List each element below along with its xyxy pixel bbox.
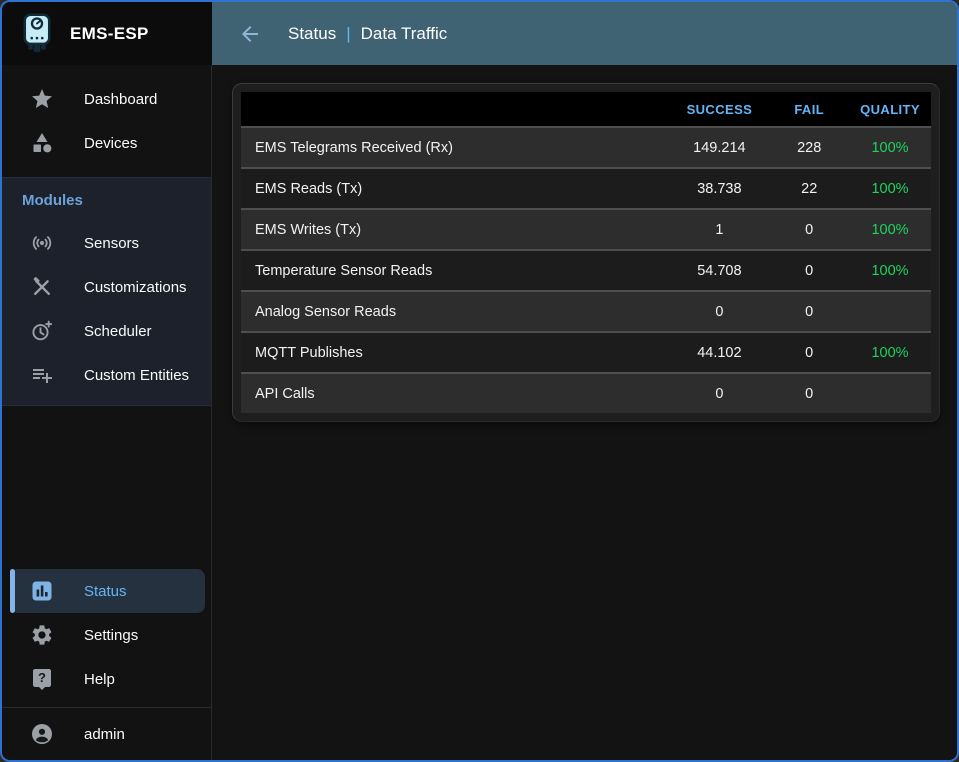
quality-value: 100%	[871, 180, 909, 197]
column-header-name	[241, 92, 670, 127]
fail-value: 228	[797, 139, 822, 156]
table-row: Temperature Sensor Reads 54.708 0 100%	[241, 250, 931, 291]
column-header-fail: FAIL	[769, 92, 850, 127]
fail-value: 0	[805, 344, 814, 361]
column-header-quality: QUALITY	[849, 92, 931, 127]
success-value: 149.214	[693, 139, 746, 156]
sidebar-item-label: Customizations	[84, 278, 187, 296]
sidebar-spacer	[2, 406, 211, 569]
category-icon	[30, 131, 54, 155]
quality-value: 100%	[871, 139, 909, 156]
table-row: API Calls 0 0	[241, 373, 931, 413]
sidebar-item-label: Scheduler	[84, 322, 152, 340]
main-content: SUCCESS FAIL QUALITY EMS Telegrams Recei…	[212, 65, 957, 760]
column-header-success: SUCCESS	[669, 92, 770, 127]
sidebar-item-devices[interactable]: Devices	[2, 121, 211, 165]
table-row: EMS Telegrams Received (Rx) 149.214 228 …	[241, 127, 931, 168]
sidebar-item-label: Custom Entities	[84, 366, 190, 384]
metric-name: Analog Sensor Reads	[255, 303, 397, 320]
metric-name: EMS Reads (Tx)	[255, 180, 363, 197]
sidebar-item-help[interactable]: ? Help	[2, 657, 211, 701]
svg-text:?: ?	[38, 670, 46, 685]
more-time-icon	[30, 319, 54, 343]
sidebar-item-label: Dashboard	[84, 90, 158, 108]
table-row: Analog Sensor Reads 0 0	[241, 291, 931, 332]
sensors-icon	[30, 231, 54, 255]
quality-value	[849, 373, 931, 413]
quality-value: 100%	[871, 344, 909, 361]
sidebar-item-label: Sensors	[84, 234, 140, 252]
sidebar-item-label: Status	[84, 582, 127, 600]
sidebar: Dashboard Devices Modules	[2, 65, 212, 760]
sidebar-item-customizations[interactable]: Customizations	[2, 265, 211, 309]
gear-icon	[30, 623, 54, 647]
table-row: MQTT Publishes 44.102 0 100%	[241, 332, 931, 373]
fail-value: 22	[801, 180, 818, 197]
analytics-icon	[30, 579, 54, 603]
sidebar-item-label: Devices	[84, 134, 138, 152]
sidebar-item-sensors[interactable]: Sensors	[2, 221, 211, 265]
sidebar-item-label: Settings	[84, 626, 139, 644]
modules-section: Modules Sensors	[2, 177, 211, 406]
metric-name: EMS Writes (Tx)	[255, 221, 362, 238]
table-row: EMS Writes (Tx) 1 0 100%	[241, 209, 931, 250]
success-value: 38.738	[697, 180, 742, 197]
metric-name: EMS Telegrams Received (Rx)	[255, 139, 453, 156]
account-circle-icon	[30, 722, 54, 746]
sidebar-item-status[interactable]: Status	[10, 569, 205, 613]
breadcrumb-section: Status	[288, 23, 337, 43]
sidebar-divider	[2, 707, 211, 708]
page-title: Data Traffic	[360, 23, 448, 43]
boiler-logo-icon	[20, 12, 54, 55]
success-value: 54.708	[697, 262, 742, 279]
sidebar-item-admin[interactable]: admin	[2, 708, 211, 760]
fail-value: 0	[805, 385, 814, 402]
success-value: 44.102	[697, 344, 742, 361]
success-value: 0	[715, 303, 724, 320]
sidebar-item-scheduler[interactable]: Scheduler	[2, 309, 211, 353]
quality-value: 100%	[871, 221, 909, 238]
sidebar-item-custom-entities[interactable]: Custom Entities	[2, 353, 211, 397]
success-value: 1	[715, 221, 724, 238]
back-arrow-icon[interactable]	[238, 22, 262, 46]
sidebar-user-label: admin	[84, 725, 125, 743]
page-header: Status | Data Traffic	[212, 2, 957, 65]
fail-value: 0	[805, 262, 814, 279]
modules-section-header: Modules	[22, 192, 83, 209]
sidebar-item-settings[interactable]: Settings	[2, 613, 211, 657]
table-header-row: SUCCESS FAIL QUALITY	[241, 92, 931, 127]
star-icon	[30, 87, 54, 111]
quality-value: 100%	[871, 262, 909, 279]
fail-value: 0	[805, 221, 814, 238]
data-traffic-card: SUCCESS FAIL QUALITY EMS Telegrams Recei…	[232, 83, 940, 422]
data-traffic-table: SUCCESS FAIL QUALITY EMS Telegrams Recei…	[241, 92, 931, 413]
metric-name: MQTT Publishes	[255, 344, 363, 361]
sidebar-item-label: Help	[84, 670, 115, 688]
construction-icon	[30, 275, 54, 299]
brand-title: EMS-ESP	[70, 23, 149, 43]
success-value: 0	[715, 385, 724, 402]
metric-name: Temperature Sensor Reads	[255, 262, 433, 279]
metric-name: API Calls	[255, 385, 315, 402]
brand-header: EMS-ESP	[2, 2, 212, 65]
quality-value	[849, 291, 931, 332]
breadcrumb-separator: |	[346, 23, 351, 43]
fail-value: 0	[805, 303, 814, 320]
help-icon: ?	[30, 667, 54, 691]
sidebar-item-dashboard[interactable]: Dashboard	[2, 77, 211, 121]
table-row: EMS Reads (Tx) 38.738 22 100%	[241, 168, 931, 209]
app-bar: EMS-ESP Status | Data Traffic	[2, 2, 957, 65]
playlist-add-icon	[30, 363, 54, 387]
